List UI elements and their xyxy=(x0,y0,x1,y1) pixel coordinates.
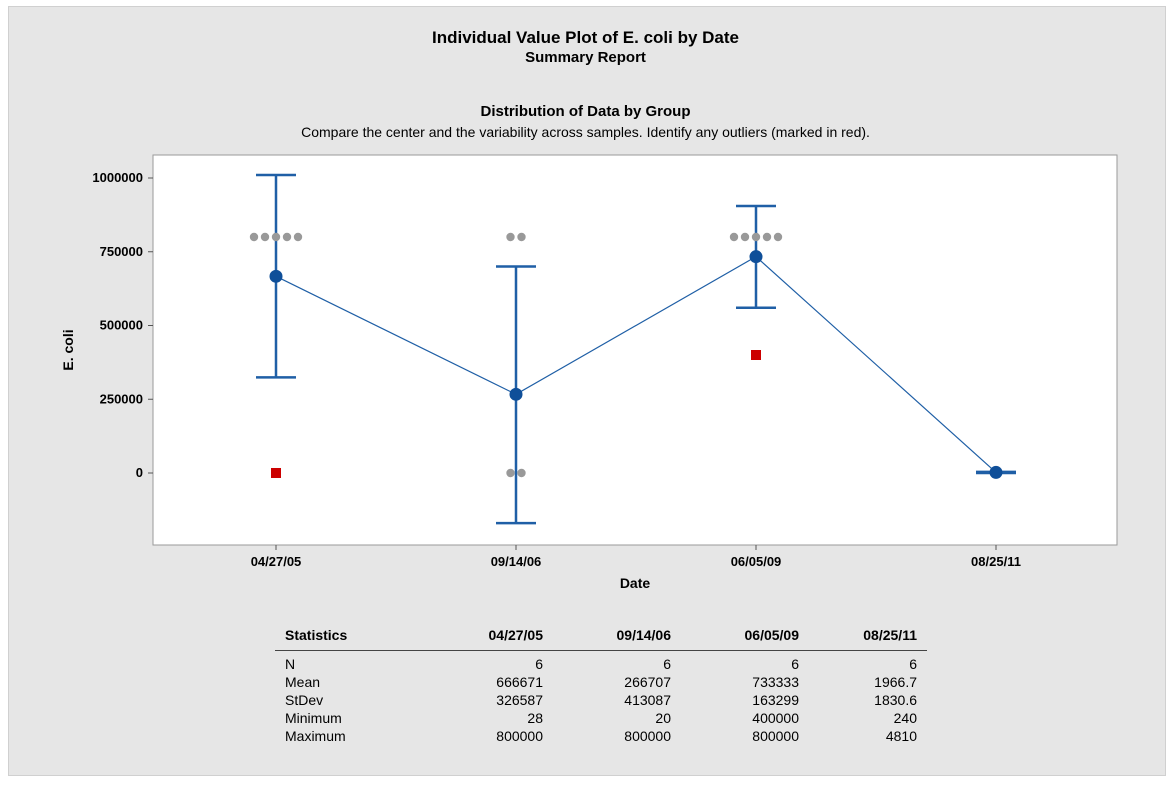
mean-marker xyxy=(509,387,523,401)
plot-area xyxy=(152,154,1118,546)
stats-row: N 6 6 6 6 xyxy=(275,651,927,674)
stats-cell: 733333 xyxy=(752,674,799,690)
x-axis: 04/27/05 09/14/06 06/05/09 08/25/11 xyxy=(251,545,1021,569)
stats-cell: 6 xyxy=(663,656,671,672)
stats-cell: 326587 xyxy=(496,692,543,708)
data-point xyxy=(729,232,739,242)
mean-marker xyxy=(749,250,763,264)
y-tick-label: 750000 xyxy=(100,244,143,259)
stats-cell: 240 xyxy=(893,710,917,726)
report-title: Individual Value Plot of E. coli by Date xyxy=(431,28,739,47)
data-point xyxy=(271,232,281,242)
y-axis: 0 250000 500000 750000 1000000 xyxy=(92,170,153,480)
mean-markers xyxy=(269,250,1003,479)
stats-row: StDev 326587 413087 163299 1830.6 xyxy=(275,691,927,709)
stats-header-label: Statistics xyxy=(275,626,415,651)
x-tick-label: 06/05/09 xyxy=(731,554,782,569)
data-point xyxy=(773,232,783,242)
stats-header-row: Statistics 04/27/05 09/14/06 06/05/09 08… xyxy=(275,626,927,651)
report-subtitle: Summary Report xyxy=(525,49,646,66)
outlier-marker xyxy=(271,467,281,478)
data-point xyxy=(517,468,526,478)
data-points xyxy=(249,232,783,478)
data-point xyxy=(282,232,292,242)
data-point xyxy=(506,232,515,242)
stats-row: Maximum 800000 800000 800000 4810 xyxy=(275,727,927,745)
x-tick-label: 08/25/11 xyxy=(971,554,1021,569)
x-tick-label: 09/14/06 xyxy=(491,554,542,569)
x-axis-title: Date xyxy=(620,575,651,591)
individual-value-plot: 0 250000 500000 750000 1000000 04/27/05 09/14… xyxy=(60,154,1118,591)
x-tick-label: 04/27/05 xyxy=(251,554,302,569)
stats-cell: 266707 xyxy=(624,674,671,690)
stats-row: Mean 666671 266707 733333 1966.7 xyxy=(275,673,927,691)
stats-row-label: Minimum xyxy=(285,710,342,726)
data-point xyxy=(762,232,772,242)
stats-cell: 28 xyxy=(527,710,543,726)
stats-row-label: N xyxy=(285,656,296,672)
statistics-table: Statistics 04/27/05 09/14/06 06/05/09 08… xyxy=(275,626,927,745)
stats-cell: 800000 xyxy=(624,728,671,744)
data-point xyxy=(517,232,526,242)
stats-header-date: 04/27/05 xyxy=(415,626,543,651)
chart-title: Distribution of Data by Group xyxy=(480,103,691,120)
data-point xyxy=(506,468,515,478)
stats-header-date: 06/05/09 xyxy=(671,626,799,651)
y-tick-label: 250000 xyxy=(100,391,143,406)
stats-cell: 163299 xyxy=(752,692,799,708)
stats-row-label: Maximum xyxy=(285,728,346,744)
stats-header-date: 09/14/06 xyxy=(543,626,671,651)
stats-cell: 413087 xyxy=(624,692,671,708)
stats-cell: 400000 xyxy=(752,710,799,726)
data-point xyxy=(751,232,761,242)
mean-line xyxy=(275,255,997,473)
data-point xyxy=(740,232,750,242)
stats-cell: 6 xyxy=(791,656,799,672)
stats-cell: 6 xyxy=(535,656,543,672)
stats-cell: 666671 xyxy=(496,674,543,690)
stats-cell: 1966.7 xyxy=(874,674,917,690)
mean-connect-line xyxy=(275,255,997,473)
y-tick-label: 0 xyxy=(136,465,143,480)
stats-cell: 800000 xyxy=(752,728,799,744)
stats-cell: 4810 xyxy=(885,728,917,744)
mean-marker xyxy=(269,269,283,283)
stats-cell: 6 xyxy=(909,656,917,672)
outlier-markers xyxy=(271,350,761,478)
stats-row: Minimum 28 20 400000 240 xyxy=(275,709,927,727)
y-axis-title: E. coli xyxy=(60,329,76,370)
stats-cell: 800000 xyxy=(496,728,543,744)
chart-description: Compare the center and the variability a… xyxy=(301,124,870,140)
y-tick-label: 500000 xyxy=(100,318,143,333)
mean-marker xyxy=(989,465,1003,479)
stats-header-date: 08/25/11 xyxy=(799,626,927,651)
y-tick-label: 1000000 xyxy=(92,170,143,185)
stats-cell: 20 xyxy=(655,710,671,726)
data-point xyxy=(293,232,303,242)
stats-row-label: StDev xyxy=(285,692,324,708)
stats-cell: 1830.6 xyxy=(874,692,917,708)
data-point xyxy=(260,232,270,242)
outlier-marker xyxy=(751,350,761,360)
data-point xyxy=(249,232,259,242)
stats-row-label: Mean xyxy=(285,674,321,690)
